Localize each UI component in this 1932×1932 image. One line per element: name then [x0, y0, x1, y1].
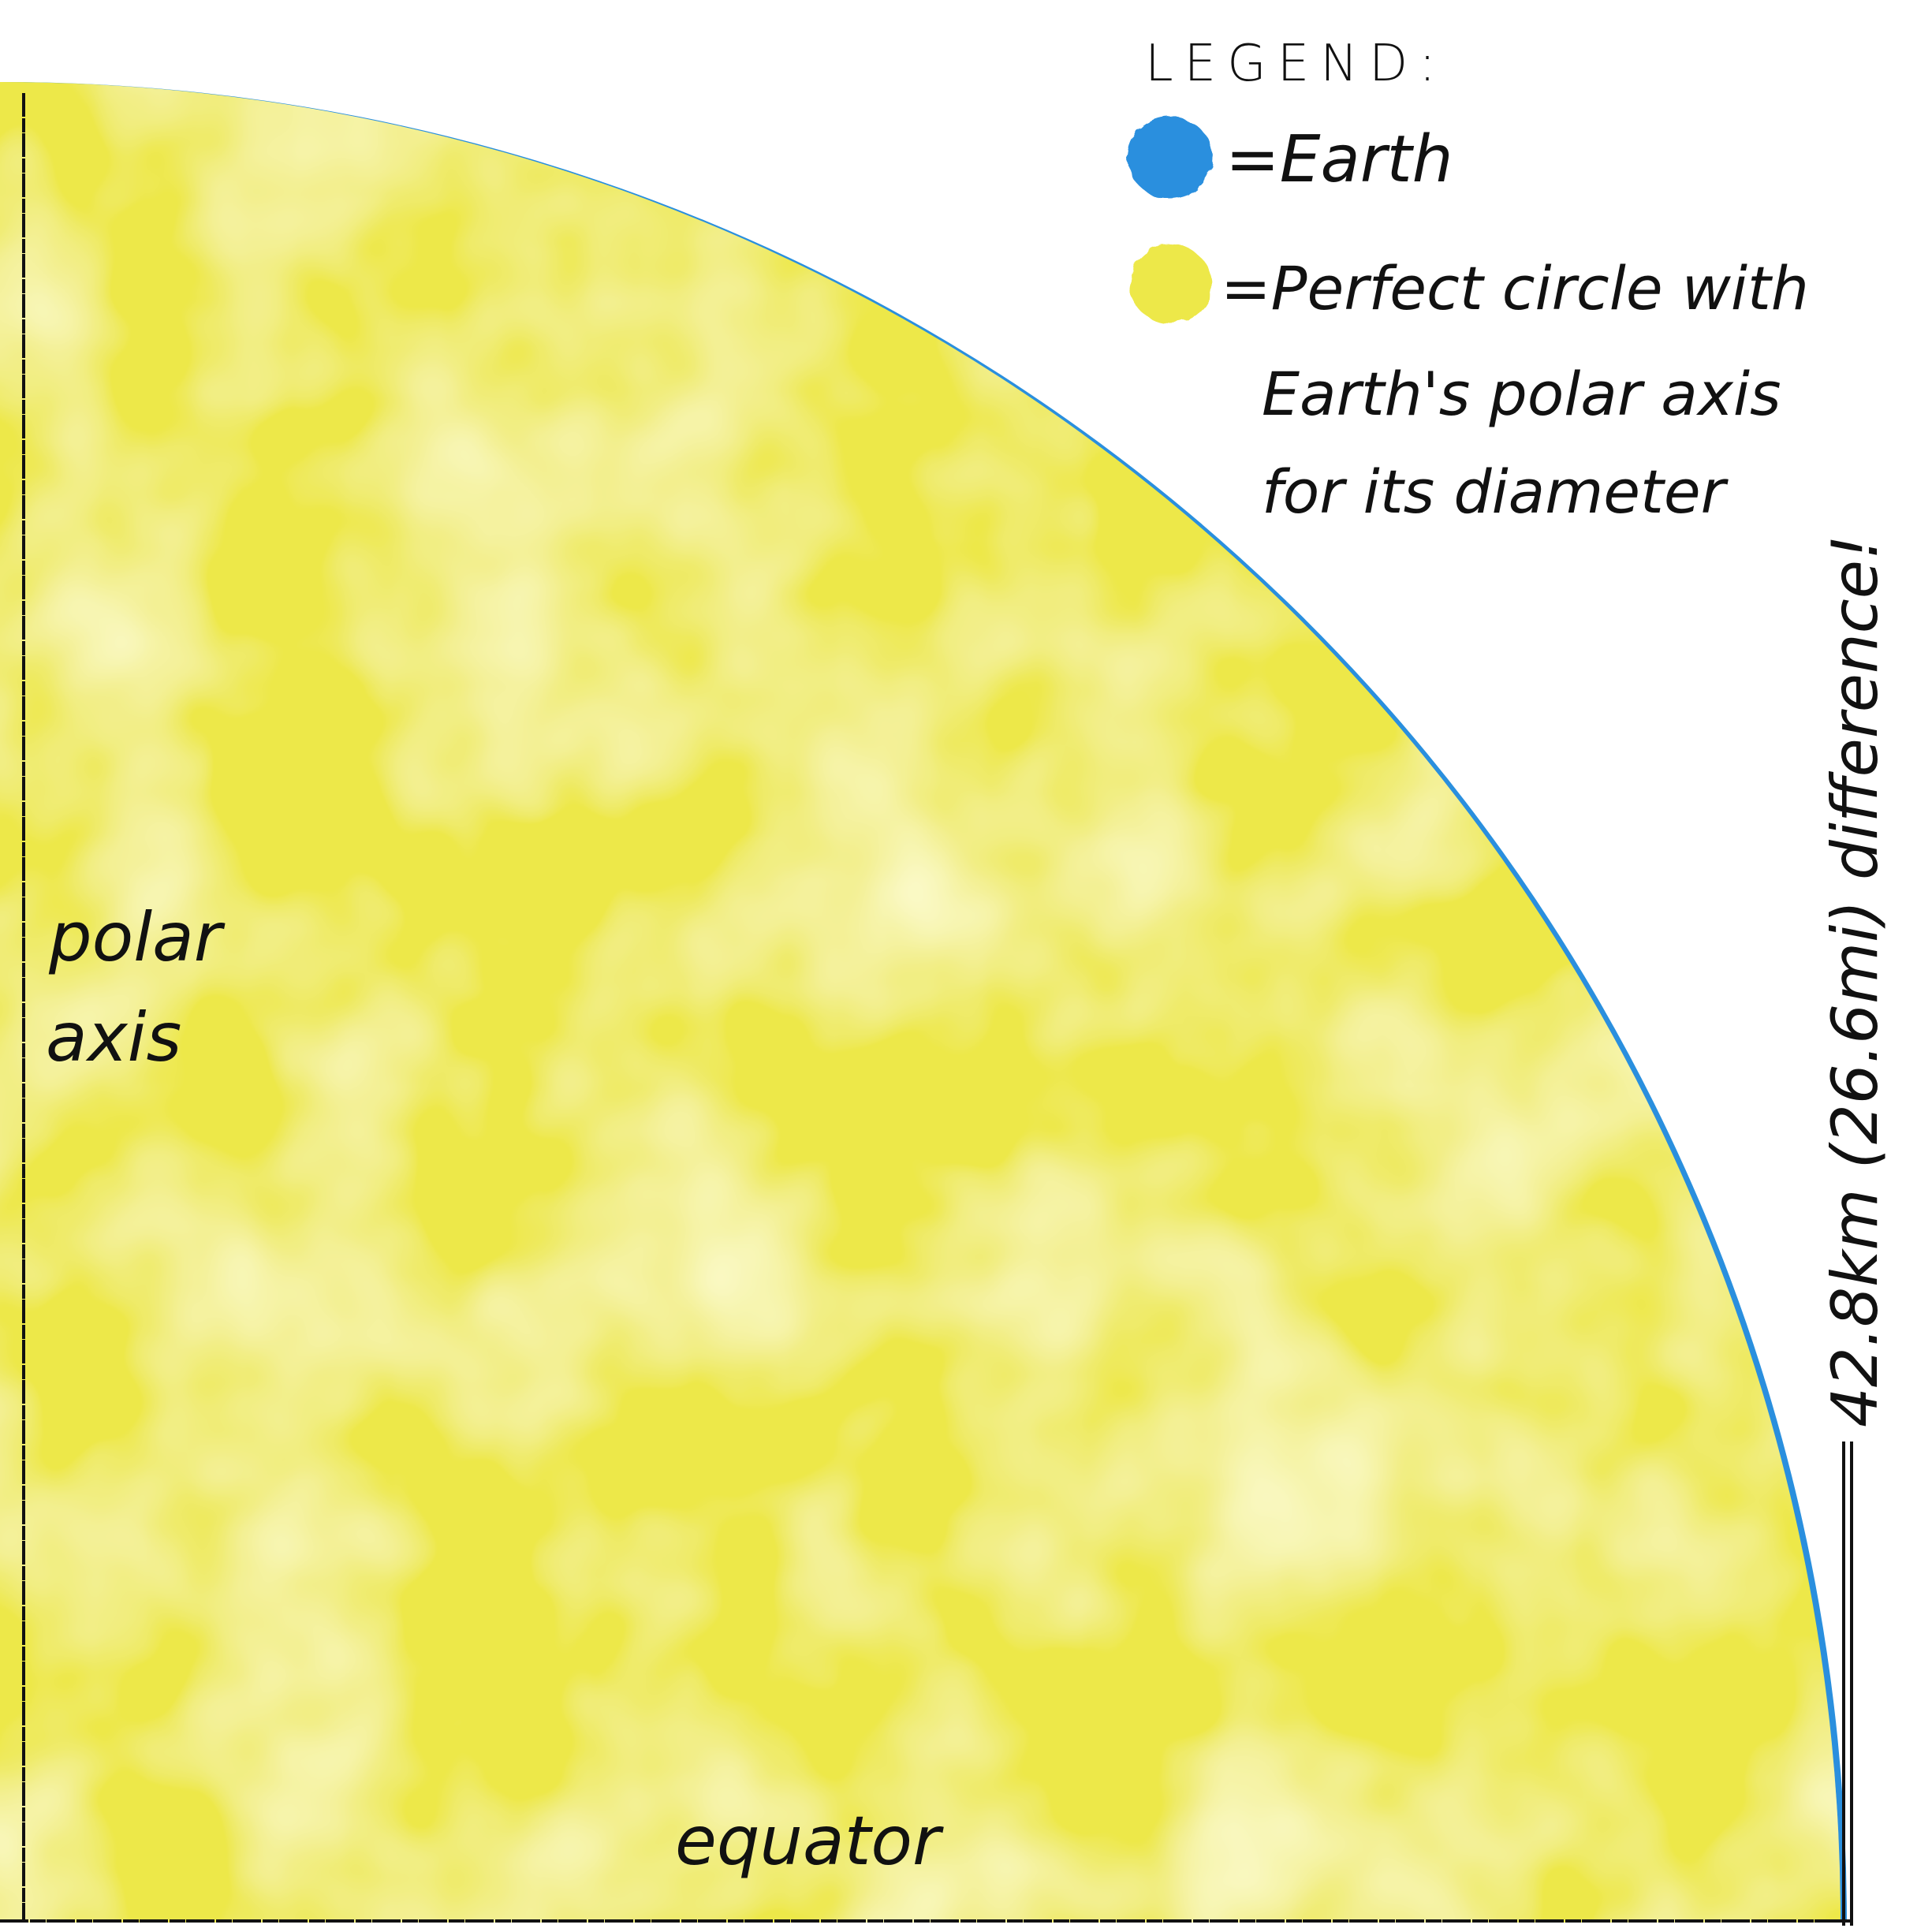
legend-perfect-circle-swatch — [1129, 244, 1211, 323]
legend-title: LEGEND: — [1145, 35, 1447, 93]
legend-perfect-circle-label-line1: =Perfect circle with — [1221, 253, 1809, 323]
polar-axis-label-line2: axis — [46, 998, 181, 1077]
perfect-circle-quadrant-shape — [0, 82, 1841, 1923]
equator-label: equator — [675, 1802, 944, 1881]
difference-label: 42.8km (26.6mi) difference! — [1818, 535, 1892, 1427]
legend-earth-label: =Earth — [1225, 122, 1453, 197]
legend: LEGEND: =Earth =Perfect circle with Eart… — [1128, 35, 1809, 527]
legend-perfect-circle-label-line2: Earth's polar axis — [1262, 359, 1781, 429]
polar-axis-label-line1: polar — [48, 898, 226, 977]
legend-perfect-circle-label-line3: for its diameter — [1262, 457, 1729, 527]
legend-earth-swatch — [1128, 117, 1213, 199]
